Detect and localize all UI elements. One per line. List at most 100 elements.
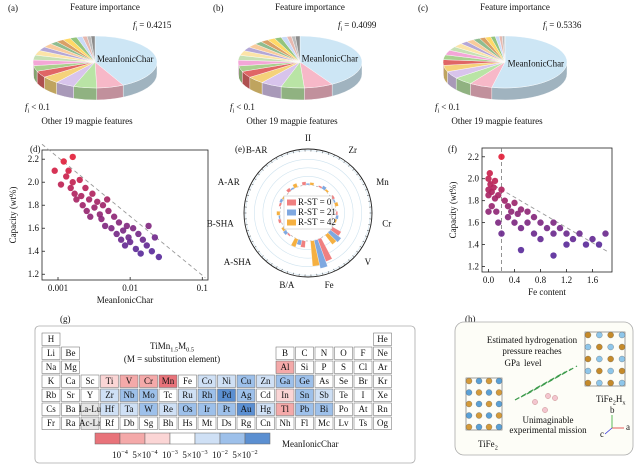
element-cell	[353, 402, 373, 416]
scatter-point	[60, 158, 67, 165]
pie-side	[73, 86, 97, 101]
atom	[584, 355, 592, 363]
subscript: i	[546, 26, 548, 33]
polar-bar	[290, 237, 299, 248]
subscript: 1.5	[170, 347, 178, 354]
element-cell	[295, 402, 314, 416]
scatter-point	[110, 213, 118, 220]
table-subtitle: (M = substitution element)	[124, 354, 220, 364]
scatter-point	[91, 204, 98, 211]
polar-tick	[292, 272, 294, 276]
element-symbol: C	[301, 348, 307, 358]
element-cell	[158, 374, 178, 388]
y-tick-label: 2.0	[468, 174, 480, 184]
scatter-point	[543, 224, 551, 232]
note-highlight: GPa	[505, 358, 521, 368]
legend-title: MeanIonicChar	[282, 439, 338, 449]
y-tick-label: 2.0	[28, 177, 40, 187]
element-cell	[41, 402, 61, 416]
element-symbol: Al	[281, 362, 290, 372]
superscript: −4	[151, 449, 159, 456]
atom	[584, 331, 592, 339]
atom	[607, 379, 614, 387]
scatter-point	[504, 213, 512, 221]
element-cell	[139, 388, 158, 402]
text-run: 5×10	[232, 450, 251, 460]
polar-tick	[365, 188, 368, 191]
element-symbol: Ar	[378, 362, 388, 372]
atom	[465, 389, 473, 396]
scatter-point	[537, 219, 544, 226]
atom	[485, 423, 493, 431]
polar-bar	[335, 214, 339, 220]
polar-bar	[301, 181, 307, 186]
scatter-point	[101, 222, 109, 230]
scatter-point	[504, 202, 512, 210]
element-symbol: Og	[377, 418, 388, 428]
element-cell	[158, 402, 178, 416]
atom	[618, 379, 626, 387]
polar-ring	[271, 176, 345, 250]
slice-label: MeanIonicChar	[97, 54, 153, 64]
scatter-point	[550, 252, 557, 259]
polar-tick	[254, 246, 257, 248]
polar-tick	[348, 164, 351, 167]
element-symbol: Hg	[260, 404, 271, 414]
polar-tick	[348, 259, 351, 262]
atom	[495, 400, 503, 408]
element-symbol: Rb	[46, 390, 57, 400]
polar-ring	[262, 167, 354, 259]
scatter-point	[524, 208, 531, 215]
element-cell	[217, 402, 236, 416]
plot-frame	[41, 149, 209, 281]
element-cell	[353, 360, 373, 374]
polar-tick	[343, 262, 346, 266]
polar-bar	[277, 218, 282, 224]
plot-frame	[481, 147, 613, 273]
element-cell	[334, 416, 353, 430]
element-symbol: Na	[46, 362, 57, 372]
panel-frame	[454, 321, 634, 456]
atom	[607, 343, 614, 351]
element-cell	[373, 374, 392, 388]
polar-category-label: V	[365, 257, 372, 267]
hydrogen	[552, 395, 558, 401]
x-axis-label: Fe content	[528, 287, 566, 297]
scatter-point	[89, 190, 96, 197]
y-tick-label: 1.2	[28, 269, 39, 279]
polar-tick	[322, 272, 324, 276]
element-symbol: Te	[339, 390, 348, 400]
text-run: 10	[162, 450, 172, 460]
polar-tick	[246, 230, 250, 232]
pie-slice	[295, 35, 301, 63]
scatter-point	[537, 235, 544, 243]
element-cell	[275, 388, 295, 402]
pie-slice	[491, 35, 568, 89]
element-cell	[295, 388, 314, 402]
element-cell	[100, 388, 119, 402]
element-cell	[373, 402, 392, 416]
element-symbol: At	[359, 404, 368, 414]
value-label: fi = 0.5336	[543, 20, 582, 33]
axis-arrow	[604, 427, 613, 435]
reactant-label: TiFe2	[478, 439, 498, 452]
subscript: i	[341, 26, 343, 33]
element-symbol: O	[340, 348, 347, 358]
scatter-point	[595, 241, 603, 248]
scatter-point	[511, 219, 518, 226]
polar-tick	[248, 235, 251, 238]
x-tick-label: 0.4	[509, 275, 521, 285]
value-label: fi = 0.4099	[338, 20, 377, 33]
element-cell	[314, 346, 334, 360]
element-cell	[197, 388, 217, 402]
x-tick-label: 0.1	[197, 283, 208, 293]
slice-label: MeanIonicChar	[508, 58, 564, 68]
scatter-point	[491, 177, 499, 185]
product-label: TiFe2Hx	[596, 394, 626, 407]
element-cell	[178, 402, 197, 416]
scatter-point	[121, 242, 129, 249]
scatter-point	[488, 202, 495, 210]
element-cell	[275, 346, 295, 360]
superscript: −2	[221, 449, 228, 456]
scatter-point	[501, 197, 508, 204]
